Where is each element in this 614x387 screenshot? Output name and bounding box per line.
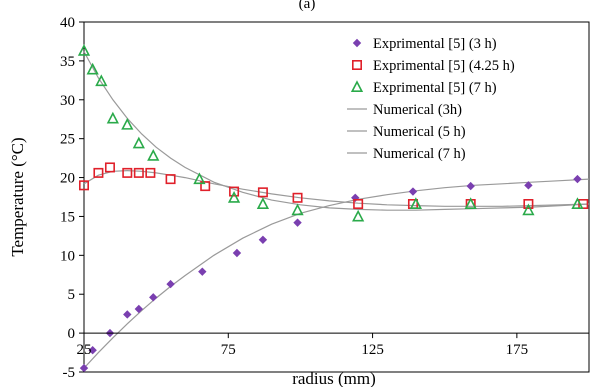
legend-swatch-2 [350, 80, 364, 92]
data-point-s1-11 [353, 199, 364, 210]
data-point-s2-12 [409, 197, 422, 209]
legend-swatch-1 [351, 59, 362, 70]
data-point-s1-1 [93, 167, 104, 178]
legend: Exprimental [5] (3 h) Exprimental [5] (4.… [347, 36, 515, 162]
data-point-s2-11 [352, 209, 365, 222]
data-point-s0-12 [408, 187, 418, 196]
data-point-s0-10 [293, 218, 302, 227]
data-point-s1-8 [229, 186, 240, 197]
legend-label-3: Numerical (3h) [373, 102, 462, 118]
data-point-s0-13 [466, 181, 475, 191]
data-point-s0-3 [123, 310, 132, 319]
y-tick-label: 20 [60, 171, 75, 187]
data-point-s1-9 [257, 187, 268, 198]
data-point-s2-1 [86, 62, 99, 75]
data-point-s2-6 [147, 149, 160, 161]
data-point-s1-7 [200, 181, 211, 192]
legend-swatch-0 [352, 38, 362, 48]
x-tick-label: 25 [77, 342, 92, 358]
data-point-s2-10 [291, 203, 304, 216]
panel-label: (a) [299, 0, 316, 12]
data-point-s1-0 [79, 180, 90, 191]
data-point-s2-4 [121, 117, 134, 130]
legend-label-2: Exprimental [5] (7 h) [373, 80, 497, 96]
data-point-s2-13 [464, 197, 477, 209]
data-point-s0-4 [134, 304, 144, 314]
data-point-s2-2 [95, 74, 108, 87]
x-axis-title: radius (mm) [292, 369, 376, 387]
data-point-s0-5 [149, 293, 158, 302]
data-point-s1-14 [523, 199, 534, 210]
legend-label-5: Numerical (7 h) [373, 146, 466, 162]
y-tick-label: 5 [68, 287, 76, 303]
x-tick-label: 175 [506, 342, 529, 358]
legend-label-0: Exprimental [5] (3 h) [373, 36, 497, 52]
data-point-s0-7 [198, 267, 207, 276]
y-tick-label: -5 [63, 365, 76, 381]
y-tick-label: 30 [60, 93, 75, 109]
y-axis: -5 0 5 10 15 20 25 30 35 40 [60, 15, 84, 381]
data-point-s2-7 [193, 172, 206, 185]
legend-label-4: Numerical (5 h) [373, 124, 466, 140]
data-point-s0-1 [88, 346, 97, 355]
data-point-s1-15 [578, 199, 589, 210]
data-point-s2-8 [227, 191, 241, 203]
data-point-s1-2 [104, 162, 115, 173]
data-point-s0-0 [79, 363, 89, 373]
data-point-s1-6 [165, 174, 176, 185]
y-axis-title: Temperature (°C) [8, 137, 27, 256]
data-point-s1-4 [133, 167, 144, 178]
data-point-s0-15 [573, 174, 582, 184]
data-point-s2-5 [132, 136, 145, 149]
data-point-s1-5 [145, 167, 156, 178]
plot-area [83, 21, 590, 373]
y-tick-label: 10 [60, 248, 75, 264]
x-axis: 25 75 125 175 [77, 332, 589, 358]
data-point-s0-9 [258, 235, 268, 244]
y-tick-label: 40 [60, 15, 75, 31]
x-tick-label: 125 [361, 342, 384, 358]
x-tick-label: 75 [221, 342, 236, 358]
data-point-s2-3 [106, 111, 119, 124]
data-point-s2-0 [77, 44, 91, 56]
data-point-s0-14 [524, 181, 533, 190]
data-point-s2-15 [571, 197, 584, 209]
y-tick-label: 25 [60, 132, 75, 148]
legend-label-1: Exprimental [5] (4.25 h) [373, 58, 515, 74]
data-point-s1-3 [122, 167, 133, 178]
data-point-s2-14 [522, 203, 535, 216]
y-tick-label: 15 [60, 209, 75, 225]
series-line-5 [83, 51, 590, 211]
data-point-s0-6 [166, 279, 175, 289]
series-line-3 [83, 178, 590, 369]
experimental-markers [77, 44, 589, 373]
data-point-s1-10 [292, 192, 303, 203]
y-tick-label: 35 [60, 54, 75, 70]
y-tick-label: 0 [68, 326, 76, 342]
data-point-s0-8 [232, 248, 242, 258]
data-point-s2-9 [256, 197, 270, 209]
